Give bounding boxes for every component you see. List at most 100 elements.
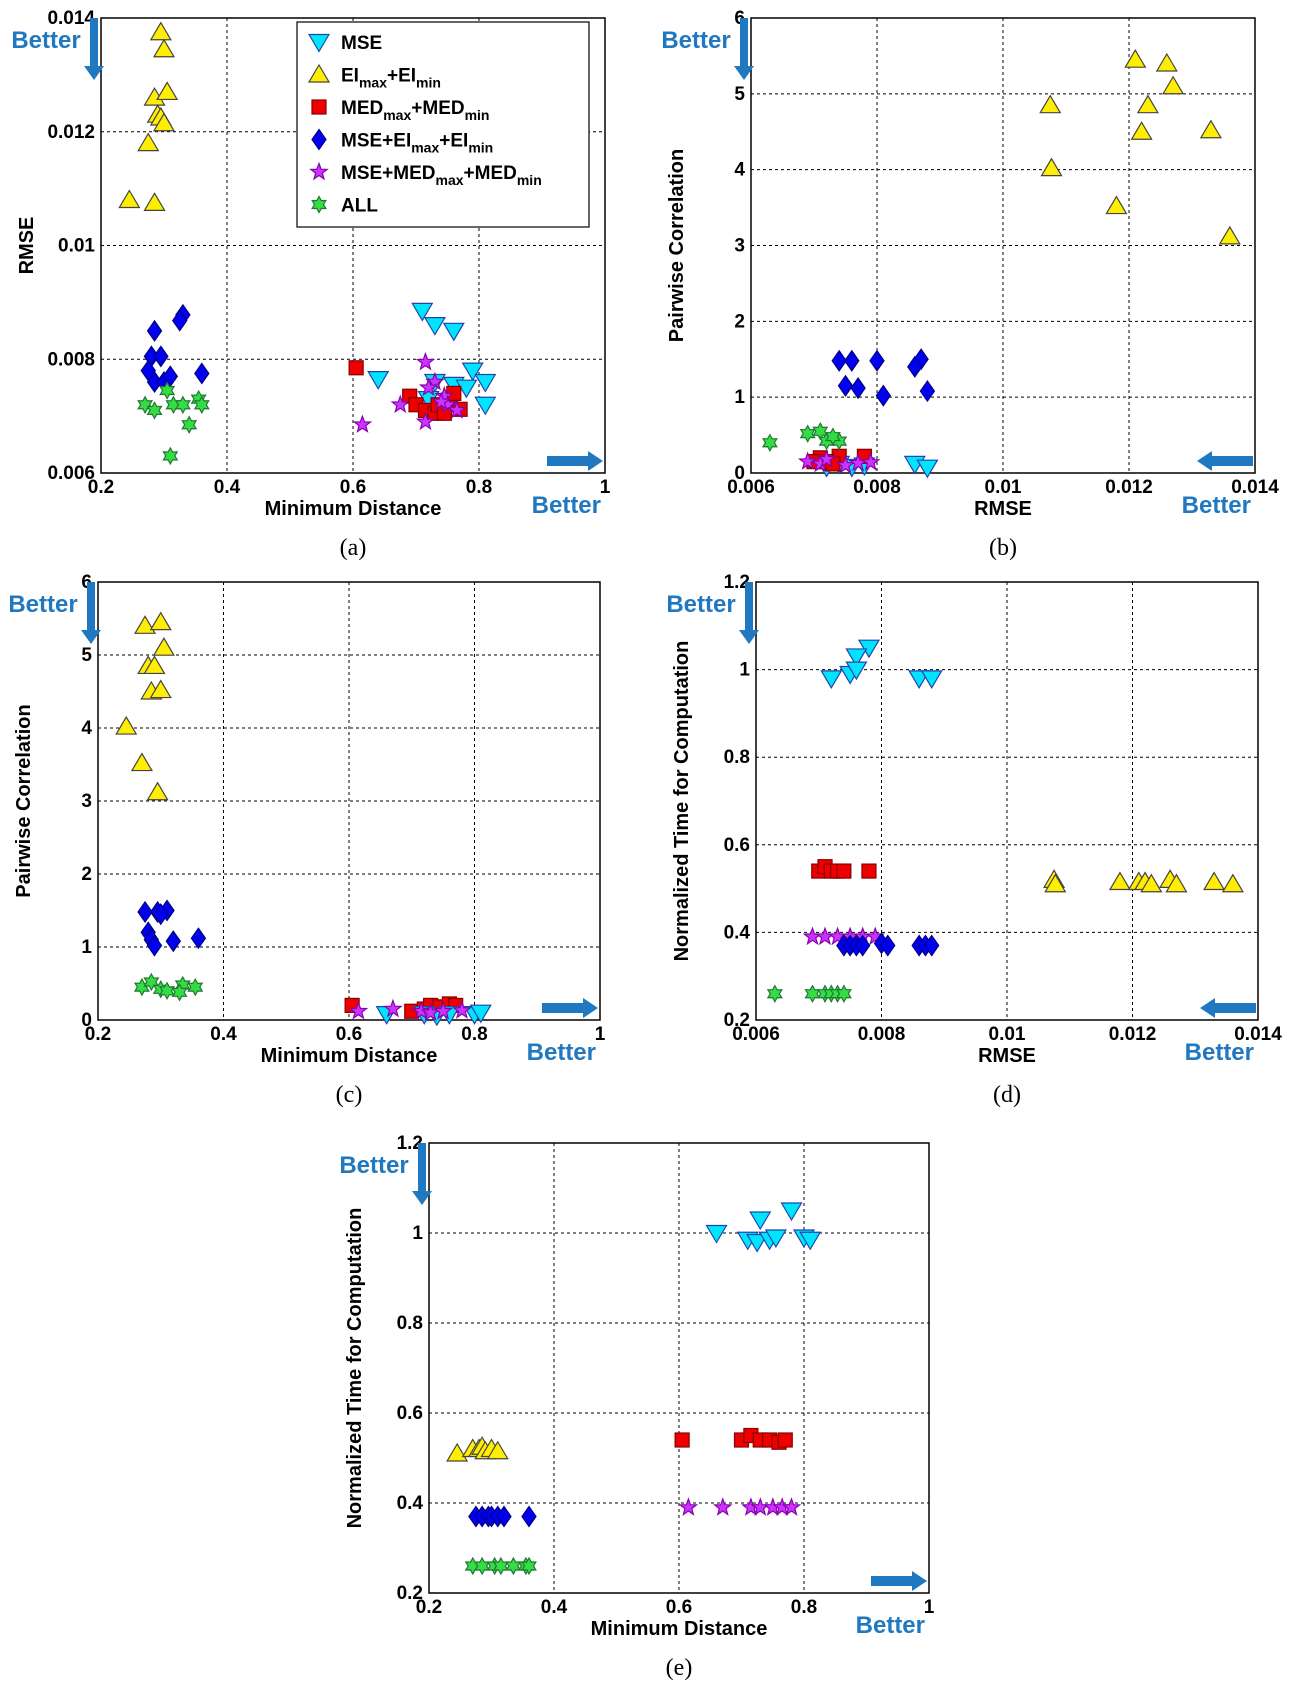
chart-panel-c: 0.2 0.4 0.6 0.8 1 0 1 2 3 4 5 6 Minimum Distance Pair…: [8, 572, 605, 1108]
x-tick-label: 0.6: [336, 1024, 362, 1045]
y-tick-label: 0: [81, 1010, 92, 1031]
legend-marker: [307, 33, 331, 53]
data-point: [193, 395, 210, 415]
x-tick-label: 0.4: [541, 1597, 568, 1618]
data-point: [1155, 52, 1178, 72]
series-EI: [1043, 869, 1244, 893]
better-y-label: Better: [11, 27, 80, 54]
series-MSE_MED: [352, 351, 467, 433]
legend-entry-text: MEDmax+MEDmin: [341, 98, 489, 123]
y-axis-label: Normalized Time for Computation: [344, 1208, 366, 1529]
data-point: [411, 1000, 431, 1020]
data-point: [860, 452, 881, 471]
better-x-arrow: [547, 451, 603, 471]
better-x-arrow: [1200, 998, 1256, 1018]
data-point: [181, 415, 198, 434]
data-point: [162, 446, 179, 466]
panel-label: (c): [336, 1082, 363, 1108]
data-point: [348, 1000, 369, 1020]
data-point: [469, 1004, 492, 1024]
chart-panel-a: 0.2 0.4 0.6 0.8 1 0.006 0.008 0.01 0.012 0.014 Min…: [11, 8, 610, 561]
x-axis-label: RMSE: [974, 498, 1032, 520]
y-tick-label: 0.4: [724, 922, 751, 943]
data-point: [1221, 873, 1244, 893]
data-point: [521, 1556, 537, 1576]
series-EI: [1039, 49, 1241, 245]
y-tick-label: 0.6: [724, 835, 750, 856]
data-point: [1105, 195, 1128, 215]
data-point: [835, 455, 856, 474]
better-x-arrow: [871, 1571, 927, 1591]
x-tick-label: 0.012: [1109, 1024, 1157, 1045]
data-point: [159, 981, 176, 1001]
data-point: [836, 863, 852, 879]
data-point: [165, 930, 182, 953]
better-y-arrow: [734, 18, 754, 80]
data-point: [149, 611, 172, 631]
x-tick-label: 0.008: [858, 1024, 906, 1045]
legend: MSE EImax+EImin MEDmax+MEDmin MSE+EImax+EIm…: [296, 21, 590, 228]
data-point: [156, 81, 179, 101]
data-point: [678, 1497, 699, 1516]
y-tick-label: 2: [81, 864, 92, 885]
chart-panel-e: 0.2 0.4 0.6 0.8 1 0.2 0.4 0.6 0.8 1 1.2 Minimum Dis…: [339, 1133, 934, 1681]
legend-marker: [307, 63, 331, 83]
data-point: [781, 1497, 802, 1516]
data-point: [799, 1231, 822, 1251]
data-point: [845, 661, 868, 681]
data-point: [1108, 871, 1131, 891]
series-MSE_MED: [797, 449, 881, 474]
data-point: [761, 433, 778, 452]
data-point: [352, 414, 373, 433]
series-MSE_EI: [140, 303, 210, 394]
y-tick-label: 0.2: [397, 1583, 423, 1604]
data-point: [1044, 873, 1067, 893]
y-tick-label: 0.8: [397, 1313, 423, 1334]
data-point: [152, 112, 176, 132]
x-tick-label: 0.8: [461, 1024, 487, 1045]
data-point: [447, 400, 467, 419]
data-point: [916, 459, 939, 479]
data-point: [433, 1000, 453, 1020]
x-tick-label: 0.6: [340, 477, 366, 498]
data-point: [118, 189, 141, 209]
series-MED: [811, 859, 877, 879]
data-point: [474, 396, 497, 416]
y-tick-label: 1: [734, 387, 745, 408]
x-axis-label: Minimum Distance: [591, 1618, 768, 1640]
data-point: [455, 379, 478, 399]
chart-panel-d: 0.006 0.008 0.01 0.012 0.014 0.2 0.4 0.6 0.8 1 1.2…: [666, 572, 1282, 1108]
data-point: [850, 377, 866, 400]
data-point: [190, 927, 207, 950]
better-y-label: Better: [661, 27, 730, 54]
data-point: [1040, 157, 1063, 177]
data-point: [143, 192, 166, 211]
better-x-label: Better: [1185, 1039, 1254, 1066]
y-tick-label: 1.2: [397, 1133, 423, 1154]
series-MSE_EI: [831, 348, 936, 407]
data-point: [705, 1224, 728, 1244]
data-point: [172, 309, 188, 332]
data-point: [452, 1000, 472, 1019]
data-point: [674, 1432, 690, 1448]
data-point: [171, 983, 188, 1002]
y-tick-label: 1: [739, 660, 750, 681]
y-tick-label: 0.014: [47, 8, 95, 29]
data-point: [835, 984, 852, 1003]
series-MSE_MED: [678, 1497, 802, 1516]
panel-label: (e): [666, 1655, 693, 1681]
data-point: [486, 1440, 509, 1460]
better-x-label: Better: [856, 1612, 925, 1639]
y-tick-label: 1: [412, 1223, 423, 1244]
legend-marker: [311, 128, 327, 151]
data-point: [146, 934, 163, 957]
data-point: [1136, 94, 1159, 114]
x-tick-label: 0.8: [791, 1597, 817, 1618]
data-point: [143, 972, 160, 992]
data-point: [152, 637, 175, 656]
data-point: [923, 934, 940, 957]
data-point: [146, 319, 163, 342]
data-point: [431, 391, 451, 411]
series-ALL: [137, 381, 210, 466]
series-MSE_MED: [348, 998, 472, 1022]
